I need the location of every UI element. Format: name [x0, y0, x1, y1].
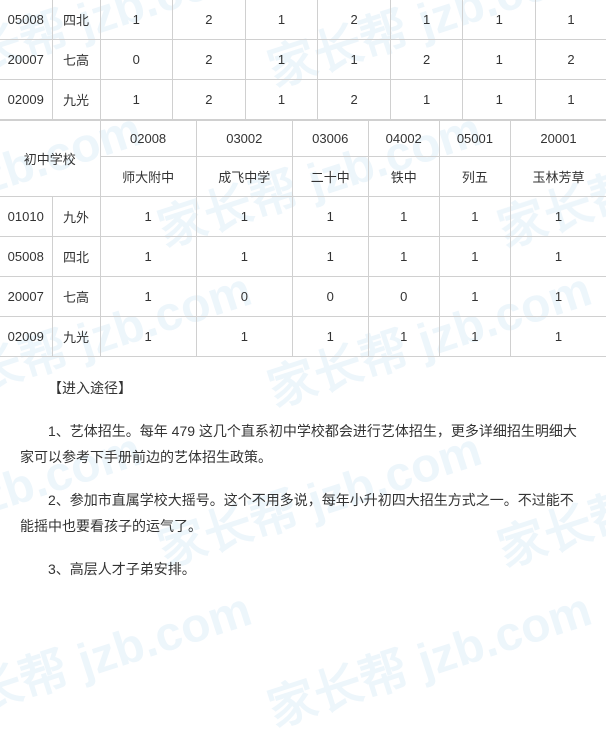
row-name: 七高	[52, 277, 100, 317]
row-name: 九光	[52, 80, 100, 120]
col-code: 04002	[368, 121, 439, 157]
cell: 1	[536, 80, 606, 120]
cell: 1	[511, 237, 606, 277]
cell: 1	[100, 237, 196, 277]
cell: 1	[100, 197, 196, 237]
cell: 1	[463, 0, 536, 40]
cell: 2	[318, 0, 391, 40]
cell: 2	[173, 80, 246, 120]
cell: 1	[196, 317, 292, 357]
cell: 1	[368, 197, 439, 237]
cell: 1	[511, 197, 606, 237]
table-row: 20007七高100011	[0, 277, 606, 317]
cell: 1	[245, 0, 318, 40]
cell: 1	[439, 197, 510, 237]
cell: 1	[439, 317, 510, 357]
col-code: 03006	[292, 121, 368, 157]
cell: 1	[292, 237, 368, 277]
cell: 1	[463, 80, 536, 120]
cell: 1	[245, 40, 318, 80]
cell: 1	[100, 317, 196, 357]
col-code: 05001	[439, 121, 510, 157]
cell: 1	[439, 277, 510, 317]
cell: 1	[292, 197, 368, 237]
cell: 1	[100, 0, 173, 40]
table-top: 05008四北121211120007七高021121202009九光12121…	[0, 0, 606, 120]
table-row: 02009九光1212111	[0, 80, 606, 120]
table-row: 02009九光111111	[0, 317, 606, 357]
cell: 2	[173, 40, 246, 80]
article-body: 【进入途径】 1、艺体招生。每年 479 这几个直系初中学校都会进行艺体招生，更…	[0, 357, 606, 609]
cell: 1	[196, 197, 292, 237]
table-header-row: 初中学校 02008 03002 03006 04002 05001 20001	[0, 121, 606, 157]
section-heading: 【进入途径】	[20, 375, 586, 402]
row-name: 四北	[52, 0, 100, 40]
cell: 1	[368, 237, 439, 277]
cell: 0	[292, 277, 368, 317]
col-name: 二十中	[292, 157, 368, 197]
col-code: 03002	[196, 121, 292, 157]
col-code: 20001	[511, 121, 606, 157]
cell: 1	[292, 317, 368, 357]
paragraph: 2、参加市直属学校大摇号。这个不用多说，每年小升初四大招生方式之一。不过能不能摇…	[20, 487, 586, 540]
row-name: 九外	[52, 197, 100, 237]
cell: 1	[511, 277, 606, 317]
cell: 0	[196, 277, 292, 317]
paragraph: 3、高层人才子弟安排。	[20, 556, 586, 583]
row-code: 02009	[0, 317, 52, 357]
col-code: 02008	[100, 121, 196, 157]
row-name: 七高	[52, 40, 100, 80]
row-code: 05008	[0, 237, 52, 277]
paragraph: 1、艺体招生。每年 479 这几个直系初中学校都会进行艺体招生，更多详细招生明细…	[20, 418, 586, 471]
cell: 1	[318, 40, 391, 80]
row-code: 01010	[0, 197, 52, 237]
table-row: 01010九外111111	[0, 197, 606, 237]
row-code: 20007	[0, 40, 52, 80]
col-name: 师大附中	[100, 157, 196, 197]
header-label: 初中学校	[0, 121, 100, 197]
cell: 2	[318, 80, 391, 120]
row-name: 四北	[52, 237, 100, 277]
cell: 1	[368, 317, 439, 357]
row-name: 九光	[52, 317, 100, 357]
col-name: 列五	[439, 157, 510, 197]
cell: 1	[100, 80, 173, 120]
cell: 2	[390, 40, 463, 80]
table-row: 05008四北111111	[0, 237, 606, 277]
cell: 0	[368, 277, 439, 317]
cell: 1	[390, 80, 463, 120]
cell: 1	[390, 0, 463, 40]
table-row: 20007七高0211212	[0, 40, 606, 80]
cell: 2	[173, 0, 246, 40]
cell: 1	[245, 80, 318, 120]
cell: 2	[536, 40, 606, 80]
cell: 1	[463, 40, 536, 80]
col-name: 玉林芳草	[511, 157, 606, 197]
row-code: 02009	[0, 80, 52, 120]
row-code: 05008	[0, 0, 52, 40]
cell: 1	[100, 277, 196, 317]
col-name: 铁中	[368, 157, 439, 197]
cell: 0	[100, 40, 173, 80]
table-row: 05008四北1212111	[0, 0, 606, 40]
table-bottom: 初中学校 02008 03002 03006 04002 05001 20001…	[0, 120, 606, 357]
cell: 1	[439, 237, 510, 277]
row-code: 20007	[0, 277, 52, 317]
cell: 1	[511, 317, 606, 357]
cell: 1	[536, 0, 606, 40]
cell: 1	[196, 237, 292, 277]
col-name: 成飞中学	[196, 157, 292, 197]
